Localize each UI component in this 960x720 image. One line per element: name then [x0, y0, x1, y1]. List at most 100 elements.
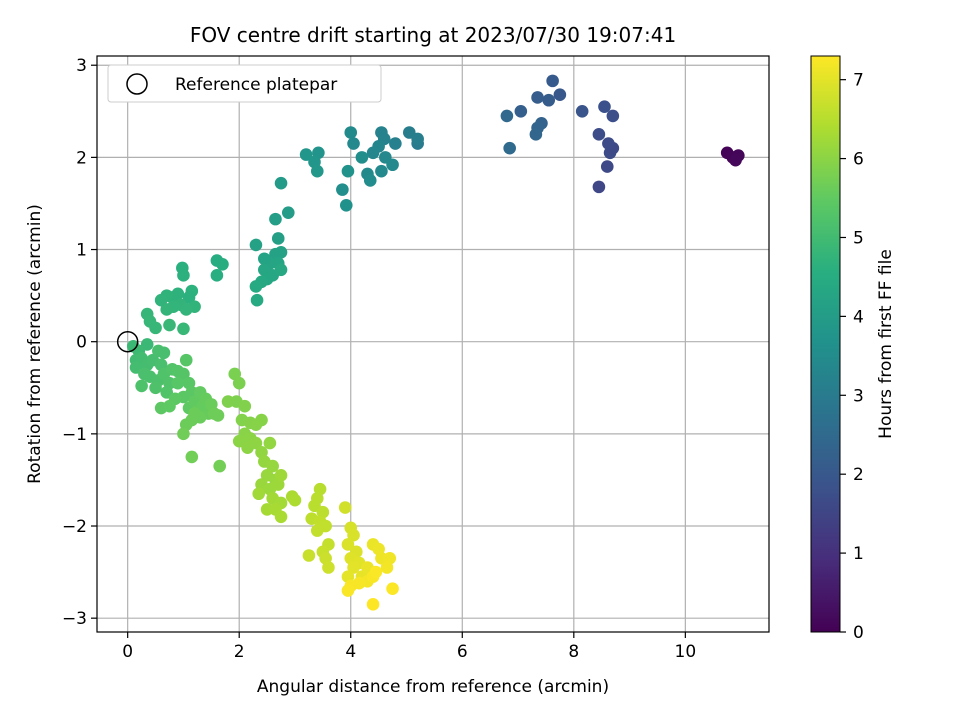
- scatter-point: [411, 132, 424, 146]
- scatter-point: [163, 318, 176, 332]
- y-tick-label: 3: [76, 56, 87, 76]
- scatter-point: [529, 128, 543, 141]
- colorbar-tick-label: 3: [853, 386, 864, 406]
- x-tick-label: 4: [345, 642, 356, 662]
- scatter-point: [302, 549, 316, 562]
- scatter-point: [386, 158, 399, 172]
- scatter-point: [177, 427, 190, 441]
- scatter-point: [185, 450, 199, 464]
- scatter-point: [355, 151, 369, 164]
- scatter-point: [369, 565, 383, 579]
- scatter-point: [271, 232, 285, 245]
- scatter-point: [255, 413, 268, 427]
- colorbar-tick-label: 4: [853, 307, 864, 327]
- scatter-point: [575, 104, 589, 118]
- scatter-point: [177, 269, 190, 282]
- scatter-point: [338, 501, 352, 514]
- scatter-point: [553, 88, 567, 102]
- scatter-point: [188, 407, 201, 420]
- scatter-point: [263, 436, 277, 450]
- y-tick-label: −2: [62, 517, 87, 537]
- scatter-point: [366, 146, 380, 160]
- y-tick-label: −3: [62, 609, 87, 629]
- scatter-point: [606, 109, 620, 123]
- y-tick-label: −1: [62, 425, 87, 445]
- colorbar-label: Hours from first FF file: [876, 249, 896, 439]
- scatter-point: [160, 303, 174, 316]
- scatter-point: [363, 174, 377, 187]
- chart-title: FOV centre drift starting at 2023/07/30 …: [190, 23, 676, 47]
- y-tick-label: 2: [76, 148, 87, 168]
- scatter-point: [598, 100, 611, 113]
- colorbar-tick-label: 6: [853, 150, 864, 170]
- scatter-point: [347, 528, 360, 542]
- scatter-point: [322, 561, 335, 574]
- scatter-point: [344, 126, 358, 139]
- scatter-point: [500, 109, 514, 123]
- scatter-point: [258, 252, 271, 266]
- x-tick-label: 10: [675, 642, 697, 662]
- x-axis-label: Angular distance from reference (arcmin): [257, 677, 609, 697]
- scatter-point: [249, 280, 263, 293]
- legend: Reference platepar: [107, 64, 382, 103]
- reference-platepar-marker: [116, 330, 139, 353]
- scatter-point: [592, 180, 606, 194]
- scatter-point: [310, 524, 324, 537]
- scatter-point: [157, 346, 171, 360]
- scatter-point: [249, 436, 263, 450]
- scatter-point: [249, 238, 263, 252]
- scatter-point: [299, 148, 313, 161]
- scatter-point: [177, 367, 190, 381]
- scatter-point: [288, 493, 302, 507]
- legend-label-reference: Reference platepar: [175, 75, 337, 95]
- scatter-point: [171, 376, 185, 390]
- scatter-point: [546, 74, 559, 88]
- scatter-point: [210, 269, 224, 282]
- x-tick-label: 2: [234, 642, 245, 662]
- scatter-point: [252, 487, 266, 501]
- scatter-point: [386, 582, 399, 595]
- scatter-point: [592, 128, 606, 141]
- scatter-point: [341, 164, 355, 178]
- colorbar-ticks: 0 1 2 3 4 5 6 7: [840, 71, 864, 643]
- scatter-point: [213, 459, 226, 473]
- scatter-point: [250, 293, 264, 307]
- scatter-point: [602, 137, 615, 150]
- colorbar-tick-label: 5: [853, 228, 864, 248]
- x-tick-label: 8: [568, 642, 579, 662]
- y-tick-label: 1: [76, 241, 87, 261]
- scatter-point: [216, 257, 229, 271]
- y-axis-label: Rotation from reference (arcmin): [25, 204, 45, 484]
- scatter-point: [179, 303, 193, 316]
- scatter-point: [531, 91, 544, 104]
- scatter-point: [375, 164, 388, 178]
- scatter-point: [336, 183, 349, 196]
- scatter-point: [238, 399, 252, 413]
- scatter-point: [514, 104, 528, 118]
- scatter-point: [221, 395, 235, 408]
- y-tick-label: 0: [76, 333, 87, 353]
- scatter-points: [116, 74, 745, 611]
- scatter-point: [266, 459, 279, 473]
- scatter-point: [341, 584, 355, 597]
- scatter-point: [274, 469, 288, 482]
- scatter-point: [347, 561, 360, 574]
- x-tick-label: 6: [457, 642, 468, 662]
- colorbar-tick-label: 7: [853, 71, 864, 91]
- scatter-point: [163, 399, 176, 413]
- scatter-point: [149, 381, 162, 395]
- scatter-point: [729, 153, 742, 167]
- scatter-point: [347, 137, 360, 150]
- scatter-point: [149, 321, 162, 335]
- x-axis-ticks: 0 2 4 6 8 10: [122, 632, 696, 662]
- scatter-point: [503, 141, 516, 155]
- scatter-point: [232, 376, 246, 390]
- scatter-point: [366, 598, 380, 611]
- scatter-point: [281, 206, 295, 219]
- x-tick-label: 0: [122, 642, 133, 662]
- scatter-point: [380, 561, 394, 574]
- scatter-point: [269, 212, 282, 226]
- plot-area-frame: [96, 55, 770, 633]
- y-axis-ticks: −3 −2 −1 0 1 2 3: [62, 56, 97, 629]
- scatter-point: [542, 93, 556, 107]
